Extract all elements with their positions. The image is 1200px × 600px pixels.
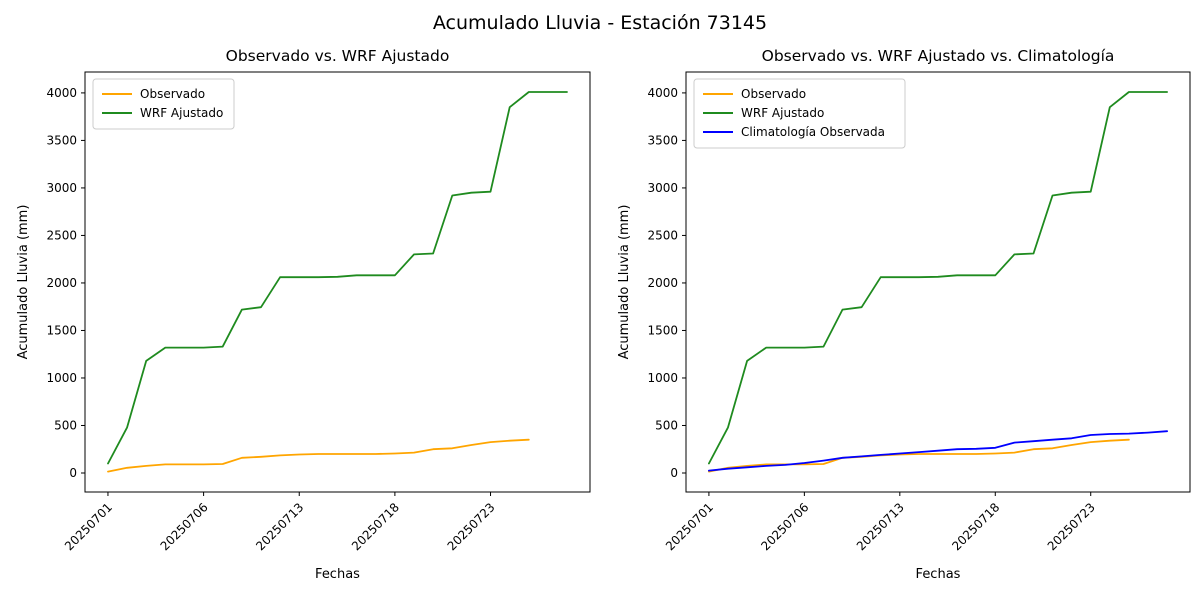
left-chart-y-tick-label: 0 — [69, 466, 77, 480]
left-chart-title: Observado vs. WRF Ajustado — [226, 47, 450, 65]
left-chart-y-axis-label: Acumulado Lluvia (mm) — [16, 205, 31, 360]
right-chart-y-tick-label: 2500 — [647, 229, 678, 243]
right-chart-y-tick-label: 3500 — [647, 134, 678, 148]
left-chart-x-tick-label: 20250723 — [445, 500, 498, 553]
left-chart-line-observado — [107, 438, 530, 473]
left-chart-x-tick-label: 20250706 — [158, 500, 211, 553]
right-chart-x-tick-label: 20250713 — [854, 500, 907, 553]
right-chart-y-axis-label: Acumulado Lluvia (mm) — [617, 205, 632, 360]
left-chart: 0 500 1000 1500 2000 2500 3000 3500 4000 20250701… — [16, 47, 591, 582]
right-chart-y-tick-label: 2000 — [647, 276, 678, 290]
right-chart-legend-box — [693, 78, 906, 149]
left-chart-y-tick-label: 3500 — [46, 134, 77, 148]
left-chart-y-tick-label: 2000 — [46, 276, 77, 290]
left-chart-y-tick-label: 1500 — [46, 324, 77, 338]
right-chart-y-tick-label: 500 — [655, 419, 678, 433]
right-chart-y-tick-label: 1500 — [647, 324, 678, 338]
right-chart-x-tick-label: 20250701 — [663, 500, 716, 553]
right-chart-x-tick-label: 20250706 — [758, 500, 811, 553]
right-chart-y-tick-label: 0 — [670, 466, 678, 480]
left-chart-x-tick-label: 20250718 — [349, 500, 402, 553]
left-chart-plot-frame — [84, 71, 591, 493]
right-chart-x-tick-label: 20250723 — [1045, 500, 1098, 553]
right-chart-x-axis-label: Fechas — [916, 567, 961, 582]
left-chart-y-tick-label: 2500 — [46, 229, 77, 243]
left-chart-legend-label-observado: Observado — [140, 87, 205, 101]
right-chart-legend-label-observado: Observado — [741, 87, 806, 101]
left-chart-y-tick-label: 3000 — [46, 181, 77, 195]
right-chart-line-climatolog-a-observada — [708, 430, 1168, 472]
right-chart-y-tick-label: 4000 — [647, 86, 678, 100]
left-chart-y-tick-label: 1000 — [46, 371, 77, 385]
left-chart-legend-label-wrf-ajustado: WRF Ajustado — [140, 106, 223, 120]
right-chart-line-wrf-ajustado — [708, 91, 1168, 465]
left-chart-x-tick-label: 20250713 — [253, 500, 306, 553]
left-chart-y-tick-label: 500 — [54, 419, 77, 433]
left-chart-x-axis-label: Fechas — [315, 567, 360, 582]
left-chart-legend-box — [92, 78, 235, 130]
right-chart-legend-label-wrf-ajustado: WRF Ajustado — [741, 106, 824, 120]
left-chart-x-tick-label: 20250701 — [62, 500, 115, 553]
right-chart: 0 500 1000 1500 2000 2500 3000 3500 4000 20250701… — [617, 47, 1191, 582]
right-chart-legend-label-climatolog-a-observada: Climatología Observada — [741, 125, 885, 139]
right-chart-title: Observado vs. WRF Ajustado vs. Climatolo… — [762, 47, 1115, 65]
right-chart-y-tick-label: 1000 — [647, 371, 678, 385]
figure-suptitle: Acumulado Lluvia - Estación 73145 — [432, 12, 768, 34]
left-chart-y-tick-label: 4000 — [46, 86, 77, 100]
left-chart-line-wrf-ajustado — [107, 91, 568, 465]
right-chart-x-tick-label: 20250718 — [949, 500, 1002, 553]
right-chart-y-tick-label: 3000 — [647, 181, 678, 195]
